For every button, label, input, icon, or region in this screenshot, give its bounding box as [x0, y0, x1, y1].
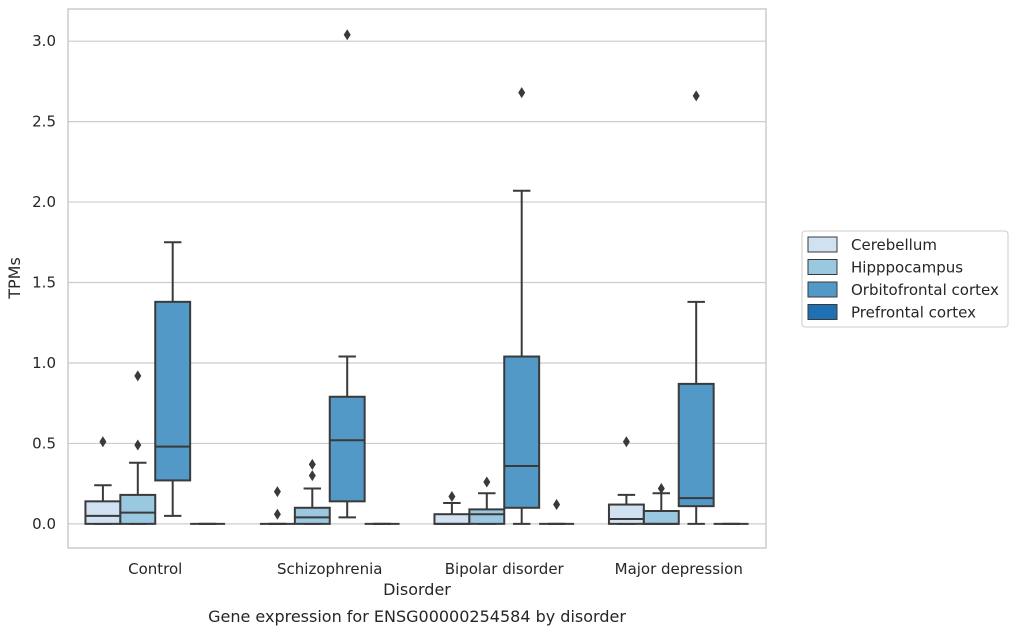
- legend-label: Hipppocampus: [851, 259, 963, 277]
- outlier-point: [134, 439, 142, 451]
- y-tick-label: 3.0: [32, 32, 56, 50]
- box-group: [154, 241, 192, 517]
- y-tick-label: 1.0: [32, 354, 56, 372]
- box: [433, 513, 471, 525]
- y-axis-label: TPMs: [5, 257, 24, 300]
- outlier-point: [273, 486, 281, 498]
- box-group: [293, 458, 331, 525]
- outlier-point: [622, 436, 630, 448]
- box-group: [328, 29, 366, 519]
- legend-swatch: [807, 236, 838, 253]
- legend: Cerebellum Hipppocampus Orbitofrontal cort…: [801, 230, 1009, 328]
- outlier-point: [553, 499, 561, 511]
- x-tick-labels: Control Schizophrenia Bipolar disorder Majo…: [128, 560, 743, 578]
- box-group: [677, 90, 715, 525]
- box-group: [642, 482, 680, 525]
- legend-label: Orbitofrontal cortex: [851, 281, 999, 299]
- box: [119, 493, 157, 525]
- box-group: [468, 476, 506, 525]
- box-group: [539, 499, 575, 525]
- outlier-point: [273, 508, 281, 520]
- x-tick-label: Control: [128, 560, 182, 578]
- outlier-point: [448, 491, 456, 503]
- box: [677, 382, 715, 508]
- legend-swatch: [807, 304, 838, 320]
- x-tick-label: Schizophrenia: [277, 560, 382, 578]
- outlier-point: [483, 476, 491, 488]
- y-tick-label: 2.5: [32, 113, 56, 131]
- legend-swatch: [807, 281, 838, 298]
- plot-frame: [67, 8, 767, 549]
- legend-swatch: [807, 259, 838, 275]
- box: [503, 355, 541, 509]
- box: [293, 506, 331, 525]
- y-tick-label: 0.5: [32, 434, 56, 452]
- box-group: [84, 436, 122, 525]
- box-group: [503, 87, 541, 525]
- legend-frame: [801, 230, 1009, 328]
- legend-label: Cerebellum: [851, 236, 937, 254]
- box: [328, 395, 366, 503]
- legend-label: Prefrontal cortex: [851, 304, 976, 322]
- outlier-point: [657, 482, 665, 494]
- y-tick-labels: 0.0 0.5 1.0 1.5 2.0 2.5 3.0: [32, 32, 56, 533]
- box: [607, 503, 645, 525]
- x-tick-label: Major depression: [615, 560, 743, 578]
- chart-caption: Gene expression for ENSG00000254584 by d…: [208, 607, 626, 626]
- outlier-point: [308, 470, 316, 482]
- outlier-point: [308, 458, 316, 470]
- box: [154, 300, 192, 482]
- x-axis-label: Disorder: [383, 580, 451, 599]
- box: [84, 500, 122, 525]
- outlier-point: [692, 90, 700, 102]
- box-group: [433, 491, 471, 525]
- y-tick-label: 1.5: [32, 274, 56, 292]
- y-tick-label: 2.0: [32, 193, 56, 211]
- box-group: [607, 436, 645, 525]
- outlier-point: [343, 29, 351, 41]
- x-tick-label: Bipolar disorder: [445, 560, 565, 578]
- outlier-point: [134, 370, 142, 382]
- outlier-point: [518, 87, 526, 99]
- outlier-point: [99, 436, 107, 448]
- y-tick-label: 0.0: [32, 515, 56, 533]
- box-group: [119, 370, 157, 525]
- legend-items: Cerebellum Hipppocampus Orbitofrontal cort…: [807, 236, 999, 322]
- box-layer: [84, 29, 749, 525]
- box: [642, 509, 680, 525]
- box: [468, 508, 506, 525]
- box-group: [259, 486, 295, 525]
